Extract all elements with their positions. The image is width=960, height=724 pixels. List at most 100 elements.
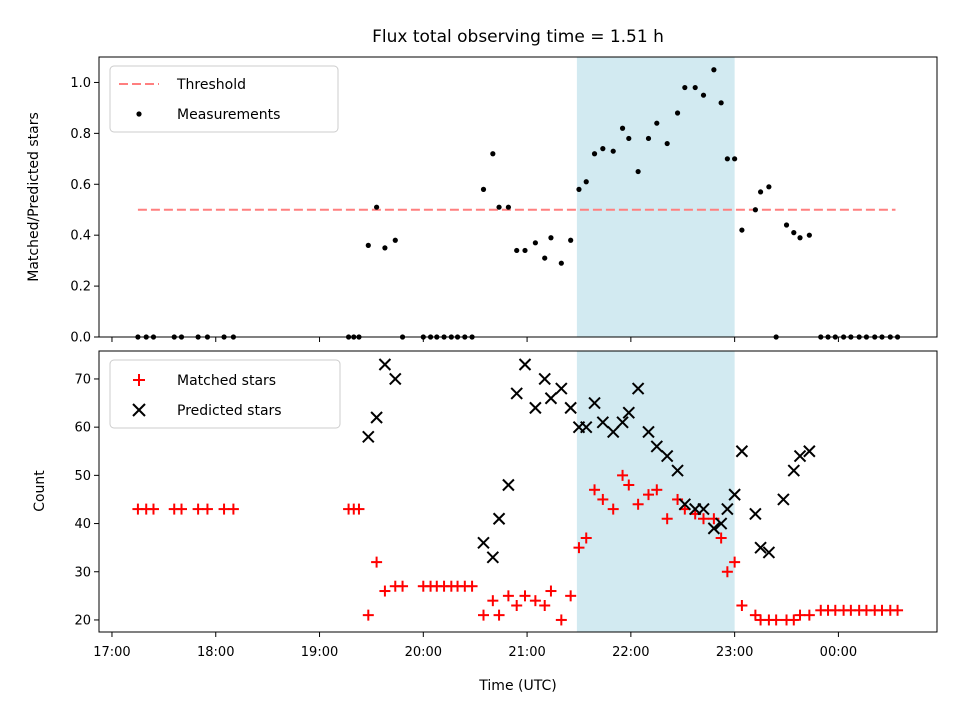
predicted-star-point — [502, 478, 515, 492]
predicted-star-stroke-b — [596, 416, 610, 429]
matched-star-point — [539, 599, 551, 611]
ratio-panel-frame — [98, 56, 938, 338]
matched-star-point — [597, 493, 609, 505]
predicted-star-stroke-b — [660, 449, 674, 463]
measurement-point — [718, 100, 724, 106]
measurement-point — [591, 151, 598, 157]
predicted-star-point — [389, 372, 402, 386]
y-tick-label: 0.4 — [70, 229, 91, 244]
measurement-point — [752, 207, 758, 213]
predicted-star-point — [588, 396, 601, 410]
predicted-star-point — [735, 445, 749, 458]
predicted-star-point — [477, 536, 490, 550]
matched-star-point — [617, 469, 629, 481]
matched-star-point — [770, 614, 782, 626]
legend-predicted-label: Predicted stars — [177, 403, 282, 419]
measurement-point — [692, 84, 698, 91]
measurement-point — [558, 260, 564, 266]
predicted-star-stroke-b — [631, 382, 645, 395]
predicted-star-point — [510, 387, 523, 400]
matched-star-point — [502, 590, 514, 602]
y-tick-label: 0.2 — [70, 280, 91, 295]
count-panel-highlight-span — [576, 351, 735, 632]
predicted-star-stroke-b — [492, 512, 506, 525]
predicted-star-point — [762, 546, 776, 559]
ratio-panel-x-ticks — [111, 337, 839, 342]
measurement-point — [797, 235, 803, 241]
predicted-star-point — [631, 382, 645, 395]
predicted-star-stroke-b — [787, 464, 800, 477]
measurement-point — [791, 230, 797, 236]
predicted-star-point — [538, 372, 551, 386]
measurement-point — [548, 235, 554, 241]
predicted-star-stroke-b — [486, 551, 500, 564]
matched-star-point — [573, 542, 585, 554]
y-tick-label: 60 — [74, 421, 91, 436]
measurement-point — [532, 240, 538, 246]
predicted-star-point — [754, 541, 767, 554]
predicted-star-stroke-b — [777, 493, 790, 506]
matched-star-point — [589, 484, 601, 496]
matched-star-point — [565, 590, 577, 602]
predicted-star-stroke-b — [803, 445, 816, 458]
count-panel-x-ticks: 17:00 18:00 19:00 20:00 21:00 22:00 23:00 00:00 — [93, 632, 857, 660]
predicted-star-point — [671, 464, 684, 477]
predicted-star-point — [544, 392, 558, 405]
y-tick-label: 1.0 — [70, 76, 91, 91]
predicted-star-point — [378, 358, 392, 371]
measurement-point — [610, 148, 616, 154]
predicted-star-stroke-b — [793, 449, 807, 463]
ratio-panel-y-ticks: 0.0 0.2 0.4 0.6 0.8 1.0 — [70, 76, 99, 346]
measurement-point — [739, 227, 745, 233]
predicted-star-point — [678, 498, 692, 511]
count-panel-y-ticks: 20 30 40 50 60 70 — [74, 372, 99, 628]
predicted-star-stroke-b — [502, 478, 515, 492]
predicted-star-point — [803, 445, 816, 458]
legend-matched-swatch — [133, 374, 145, 386]
matched-star-point — [201, 503, 213, 515]
x-tick-label: 19:00 — [301, 645, 338, 660]
measurement-point — [664, 140, 670, 147]
predicted-star-stroke-b — [721, 502, 734, 516]
predicted-stars-points — [362, 358, 816, 564]
matched-star-point — [529, 595, 541, 607]
predicted-star-stroke-b — [362, 430, 375, 444]
measurement-point — [724, 156, 730, 162]
predicted-star-point — [697, 502, 710, 516]
matched-star-point — [192, 503, 204, 515]
matched-star-point — [661, 513, 673, 525]
ratio-panel-highlight-span — [576, 57, 735, 337]
matched-star-point — [803, 609, 815, 621]
measurement-point — [619, 125, 626, 131]
matched-star-point — [632, 498, 644, 510]
matched-star-point — [176, 503, 188, 515]
measurement-point — [514, 247, 520, 254]
predicted-star-stroke-b — [544, 392, 558, 405]
measurement-point — [682, 84, 688, 91]
x-tick-label: 17:00 — [93, 645, 130, 660]
measurement-point — [542, 255, 548, 261]
predicted-star-point — [564, 401, 577, 415]
measurement-point — [674, 110, 681, 116]
matched-star-point — [147, 503, 159, 515]
y-tick-label: 30 — [74, 565, 91, 580]
matched-star-point — [580, 532, 592, 544]
ratio-panel: 0.0 0.2 0.4 0.6 0.8 1.0 Matched/Predicted sta… — [26, 56, 938, 346]
matched-star-point — [651, 484, 663, 496]
legend-measurements-swatch — [136, 111, 142, 117]
predicted-star-point — [492, 512, 506, 525]
matched-star-point — [353, 503, 365, 515]
y-tick-label: 20 — [74, 613, 91, 628]
matched-star-point — [493, 609, 505, 621]
predicted-star-point — [607, 425, 620, 439]
count-panel-frame — [98, 350, 938, 633]
predicted-star-stroke-b — [762, 546, 776, 559]
matched-star-point — [698, 513, 710, 525]
predicted-star-stroke-b — [607, 425, 620, 439]
predicted-star-point — [529, 401, 542, 415]
predicted-star-stroke-b — [642, 425, 655, 439]
measurement-point — [732, 156, 738, 162]
measurement-point — [583, 179, 589, 185]
predicted-star-point — [749, 507, 762, 521]
